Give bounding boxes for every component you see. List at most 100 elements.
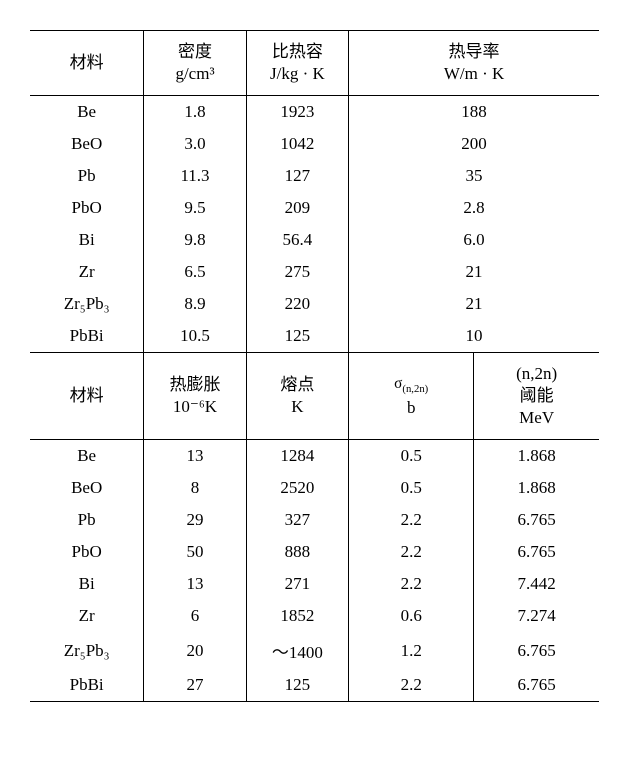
cell-thermal-conductivity: 10 <box>349 320 599 353</box>
header2-melting-point: 熔点 K <box>246 353 348 440</box>
cell-specific-heat: 220 <box>246 288 348 320</box>
cell-melting-point: 1284 <box>246 440 348 473</box>
table-row: Bi 9.8 56.4 6.0 <box>30 224 599 256</box>
cell-thermal-conductivity: 35 <box>349 160 599 192</box>
cell-specific-heat: 125 <box>246 320 348 353</box>
cell-thermal-expansion: 6 <box>144 600 246 632</box>
cell-thermal-conductivity: 188 <box>349 96 599 129</box>
cell-thermal-expansion: 13 <box>144 568 246 600</box>
header2-threshold: (n,2n) 阈能 MeV <box>474 353 599 440</box>
header2-threshold-l1: (n,2n) <box>478 363 595 385</box>
cell-threshold: 6.765 <box>474 504 599 536</box>
table-row: Pb 29 327 2.2 6.765 <box>30 504 599 536</box>
cell-density: 3.0 <box>144 128 246 160</box>
table-row: Zr₅Pb₃ 20 ～1400 1.2 6.765 <box>30 632 599 669</box>
cell-melting-point: 1852 <box>246 600 348 632</box>
cell-density: 9.5 <box>144 192 246 224</box>
material-properties-table-1: 材料 密度 g/cm³ 比热容 J/kg · K 热导率 W/m · K Be … <box>30 30 599 702</box>
cell-material: Pb <box>30 504 144 536</box>
cell-sigma: 0.5 <box>349 472 474 504</box>
header2-material: 材料 <box>30 353 144 440</box>
cell-material: Zr <box>30 256 144 288</box>
header-density-l1: 密度 <box>148 41 241 63</box>
cell-thermal-conductivity: 21 <box>349 288 599 320</box>
cell-melting-point: 2520 <box>246 472 348 504</box>
cell-threshold: 6.765 <box>474 669 599 702</box>
header2-thermexp-l2: 10⁻⁶K <box>148 396 241 418</box>
cell-material: PbO <box>30 536 144 568</box>
cell-sigma: 2.2 <box>349 504 474 536</box>
table-row: PbO 9.5 209 2.8 <box>30 192 599 224</box>
cell-material: Be <box>30 440 144 473</box>
header-thermcond-l1: 热导率 <box>353 41 595 63</box>
header2-threshold-l3: MeV <box>478 407 595 429</box>
cell-threshold: 1.868 <box>474 440 599 473</box>
cell-material: Zr₅Pb₃ <box>30 288 144 320</box>
header2-material-text: 材料 <box>34 385 139 407</box>
cell-material: PbBi <box>30 669 144 702</box>
cell-specific-heat: 275 <box>246 256 348 288</box>
cell-threshold: 6.765 <box>474 536 599 568</box>
header2-sigma-sub: (n,2n) <box>402 383 428 395</box>
cell-thermal-expansion: 50 <box>144 536 246 568</box>
cell-melting-point: 271 <box>246 568 348 600</box>
header2-meltpt-l2: K <box>251 396 344 418</box>
cell-thermal-expansion: 13 <box>144 440 246 473</box>
cell-specific-heat: 56.4 <box>246 224 348 256</box>
cell-thermal-conductivity: 2.8 <box>349 192 599 224</box>
header2-meltpt-l1: 熔点 <box>251 374 344 396</box>
table-row: Be 13 1284 0.5 1.868 <box>30 440 599 473</box>
header-thermcond-l2: W/m · K <box>353 63 595 85</box>
cell-threshold: 6.765 <box>474 632 599 669</box>
table-row: PbBi 10.5 125 10 <box>30 320 599 353</box>
cell-threshold: 7.442 <box>474 568 599 600</box>
cell-sigma: 2.2 <box>349 536 474 568</box>
tables-container: 材料 密度 g/cm³ 比热容 J/kg · K 热导率 W/m · K Be … <box>30 30 599 702</box>
cell-thermal-expansion: 8 <box>144 472 246 504</box>
cell-melting-point: 125 <box>246 669 348 702</box>
cell-material: BeO <box>30 128 144 160</box>
cell-density: 9.8 <box>144 224 246 256</box>
cell-threshold: 7.274 <box>474 600 599 632</box>
header-specific-heat: 比热容 J/kg · K <box>246 31 348 96</box>
header2-thermal-expansion: 热膨胀 10⁻⁶K <box>144 353 246 440</box>
header2-thermexp-l1: 热膨胀 <box>148 374 241 396</box>
header2-threshold-l2: 阈能 <box>478 385 595 407</box>
header-material: 材料 <box>30 31 144 96</box>
cell-thermal-conductivity: 6.0 <box>349 224 599 256</box>
table-row: Zr 6.5 275 21 <box>30 256 599 288</box>
cell-specific-heat: 209 <box>246 192 348 224</box>
header-material-text: 材料 <box>34 52 139 74</box>
cell-material: Be <box>30 96 144 129</box>
cell-thermal-conductivity: 21 <box>349 256 599 288</box>
cell-melting-point: 327 <box>246 504 348 536</box>
header-thermal-conductivity: 热导率 W/m · K <box>349 31 599 96</box>
table-row: Zr 6 1852 0.6 7.274 <box>30 600 599 632</box>
header-density-l2: g/cm³ <box>148 63 241 85</box>
cell-material: Pb <box>30 160 144 192</box>
table-row: Zr₅Pb₃ 8.9 220 21 <box>30 288 599 320</box>
cell-thermal-expansion: 29 <box>144 504 246 536</box>
table-row: Be 1.8 1923 188 <box>30 96 599 129</box>
cell-specific-heat: 1923 <box>246 96 348 129</box>
cell-material: Bi <box>30 568 144 600</box>
table-row: BeO 3.0 1042 200 <box>30 128 599 160</box>
table-row: Pb 11.3 127 35 <box>30 160 599 192</box>
cell-thermal-conductivity: 200 <box>349 128 599 160</box>
cell-sigma: 0.6 <box>349 600 474 632</box>
cell-specific-heat: 1042 <box>246 128 348 160</box>
cell-thermal-expansion: 27 <box>144 669 246 702</box>
header-specheat-l1: 比热容 <box>251 41 344 63</box>
cell-density: 10.5 <box>144 320 246 353</box>
table-row: BeO 8 2520 0.5 1.868 <box>30 472 599 504</box>
cell-material: Zr₅Pb₃ <box>30 632 144 669</box>
cell-melting-point: 888 <box>246 536 348 568</box>
cell-density: 6.5 <box>144 256 246 288</box>
table-row: Bi 13 271 2.2 7.442 <box>30 568 599 600</box>
cell-specific-heat: 127 <box>246 160 348 192</box>
cell-threshold: 1.868 <box>474 472 599 504</box>
table-row: PbBi 27 125 2.2 6.765 <box>30 669 599 702</box>
cell-density: 11.3 <box>144 160 246 192</box>
header2-sigma: σ(n,2n) b <box>349 353 474 440</box>
cell-material: PbO <box>30 192 144 224</box>
